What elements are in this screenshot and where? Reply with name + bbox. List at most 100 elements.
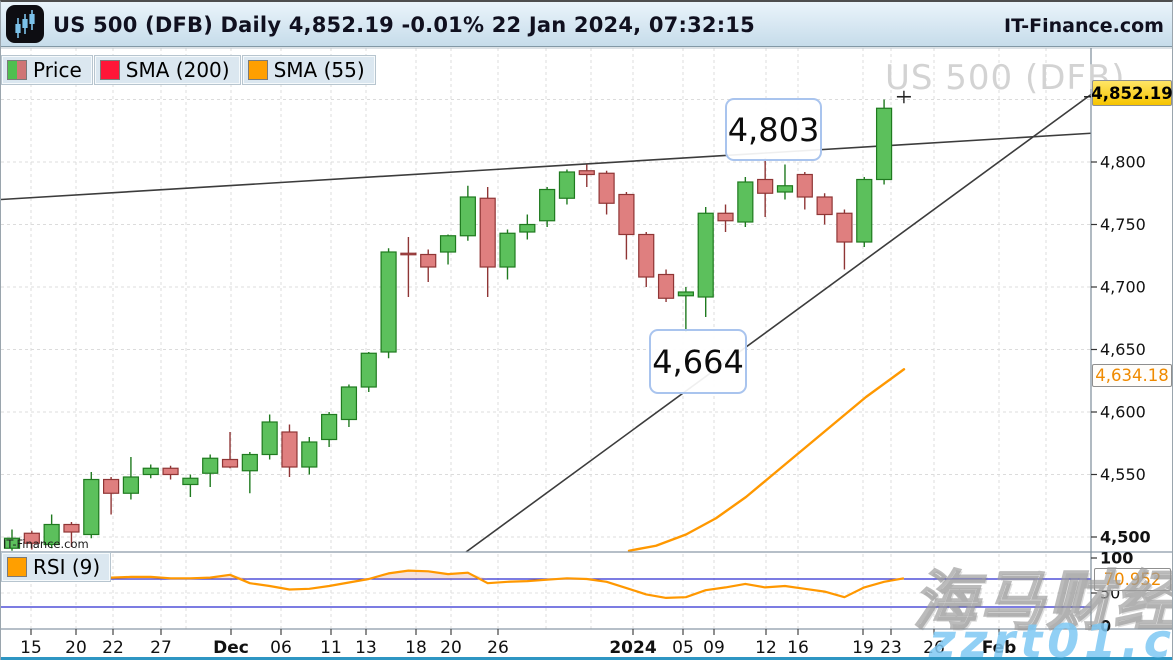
- candle-body-up: [83, 478, 100, 536]
- candle-body-up: [122, 476, 140, 494]
- legend-item-price[interactable]: Price: [2, 56, 92, 84]
- rsi-tick-label: 0: [1100, 617, 1111, 636]
- last-price-tag: 4,852.19: [1091, 80, 1172, 106]
- provider-link[interactable]: IT-Finance.com: [1004, 15, 1164, 37]
- date-tick-label: 16: [787, 638, 809, 658]
- candle-body-down: [420, 253, 437, 268]
- candle-body-down: [479, 197, 496, 268]
- cn-watermark-url: zzrt01.cn: [929, 614, 1173, 660]
- date-tick-label: 26: [487, 638, 509, 658]
- price-chart-canvas[interactable]: 4,5004,5504,6004,6504,7004,7504,80010050…: [1, 47, 1173, 659]
- provider-watermark: IT-Finance.com: [3, 537, 89, 551]
- candle-body-up: [261, 421, 278, 456]
- date-tick-label: 06: [270, 638, 292, 658]
- candle-body-up: [558, 171, 576, 199]
- date-tick-label: 26: [923, 638, 945, 658]
- candle-body-up: [321, 413, 338, 441]
- date-tick-label: Dec: [213, 638, 249, 658]
- candle-body-down: [717, 212, 734, 222]
- candle-body-up: [539, 188, 556, 222]
- legend-item-sma55[interactable]: SMA (55): [242, 56, 375, 84]
- trendline-resistance: [1, 132, 1091, 201]
- price-swatch-icon: [7, 60, 27, 80]
- candle-body-up: [142, 467, 159, 476]
- price-tick-label: 4,800: [1100, 153, 1146, 172]
- rsi-line: [11, 569, 905, 600]
- price-panel-plot: [1, 90, 1091, 552]
- candle-body-up: [776, 185, 794, 193]
- swing-high-annotation[interactable]: 4,803: [725, 98, 822, 161]
- candle-body-down: [102, 478, 120, 494]
- candle-body-down: [578, 170, 595, 176]
- price-tick-label: 4,700: [1100, 278, 1146, 297]
- date-tick-label: 2024: [609, 638, 656, 658]
- price-tick-label: 4,650: [1100, 340, 1146, 359]
- candle-body-up: [380, 251, 397, 353]
- cn-watermark-text: 海马财经: [912, 564, 1173, 640]
- date-tick-label: 19: [852, 638, 874, 658]
- legend-sma200-label: SMA (200): [125, 58, 230, 82]
- candle-body-down: [757, 178, 774, 194]
- sma200-swatch-icon: [99, 60, 120, 80]
- trendline-support: [465, 93, 1091, 552]
- candle-body-up: [202, 457, 219, 474]
- candle-body-up: [301, 441, 318, 468]
- price-panel-legend: Price SMA (200) SMA (55): [2, 56, 378, 84]
- candle-body-up: [340, 386, 358, 421]
- price-tick-label: 4,500: [1100, 528, 1151, 547]
- date-tick-label: 05: [672, 638, 694, 658]
- candle-body-up: [459, 196, 476, 237]
- date-tick-label: 18: [405, 638, 427, 658]
- candle-body-down: [281, 431, 298, 468]
- date-tick-label: 15: [20, 638, 42, 658]
- legend-item-rsi[interactable]: RSI (9): [2, 553, 111, 581]
- price-tick-label: 4,600: [1100, 403, 1146, 422]
- candle-body-down: [816, 196, 833, 216]
- chart-title: US 500 (DFB) Daily 4,852.19 -0.01% 22 Ja…: [53, 13, 755, 37]
- swing-low-annotation[interactable]: 4,664: [649, 329, 747, 394]
- candle-body-down: [162, 467, 179, 476]
- candle-body-up: [182, 477, 199, 486]
- candle-body-up: [499, 232, 516, 268]
- candle-body-down: [63, 523, 80, 533]
- title-bar: US 500 (DFB) Daily 4,852.19 -0.01% 22 Ja…: [1, 2, 1172, 47]
- candle-body-down: [796, 173, 813, 198]
- candle-body-up: [737, 181, 754, 223]
- date-tick-label: 11: [320, 638, 342, 658]
- date-tick-label: 20: [440, 638, 462, 658]
- sma55-value-tag: 4,634.18: [1092, 364, 1172, 387]
- sma55-line: [627, 368, 906, 552]
- app-logo-icon[interactable]: [6, 5, 44, 43]
- candle-body-up: [677, 291, 694, 297]
- candle-body-down: [598, 172, 615, 204]
- date-tick-label: 23: [880, 638, 902, 658]
- candle-body-down: [836, 212, 853, 243]
- candle-body-down: [221, 458, 239, 468]
- date-tick-label: 13: [355, 638, 377, 658]
- candlestick-logo-icon: [15, 10, 35, 38]
- date-tick-label: 27: [150, 638, 172, 658]
- candle-body-down: [618, 193, 635, 236]
- candle-body-down: [638, 233, 655, 278]
- legend-item-sma200[interactable]: SMA (200): [94, 56, 240, 84]
- sma55-swatch-icon: [247, 60, 268, 80]
- date-tick-label: Feb: [982, 638, 1017, 658]
- rsi-swatch-icon: [7, 557, 27, 577]
- legend-price-label: Price: [33, 58, 82, 82]
- candle-body-down: [400, 252, 417, 256]
- candle-body-down: [657, 273, 675, 299]
- date-tick-label: 20: [65, 638, 87, 658]
- symbol-watermark: US 500 (DFB): [885, 58, 1126, 98]
- candle-body-down: [23, 532, 40, 544]
- candle-body-up: [43, 523, 60, 546]
- price-tick-label: 4,750: [1100, 215, 1146, 234]
- candle-body-up: [875, 107, 893, 181]
- candle-body-up: [241, 453, 258, 472]
- rsi-tick-label: 100: [1100, 549, 1133, 568]
- rsi-panel-legend: RSI (9): [2, 553, 113, 581]
- candle-body-up: [856, 178, 873, 243]
- date-tick-label: 22: [102, 638, 124, 658]
- candle-body-up: [439, 235, 457, 253]
- bottom-accent-bar: [1, 657, 1172, 660]
